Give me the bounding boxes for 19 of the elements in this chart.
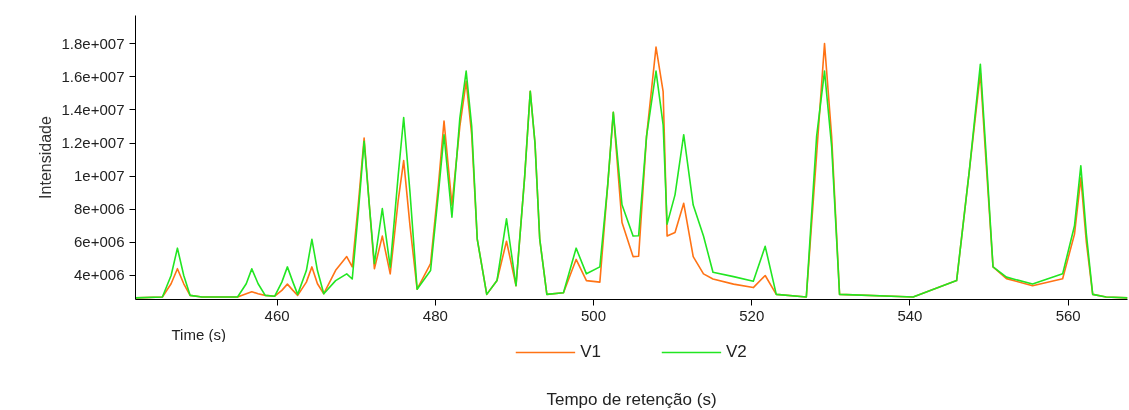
y-tick-label: 1.6e+007 bbox=[61, 67, 125, 85]
x-tick-label: 480 bbox=[422, 306, 448, 324]
legend-label: V1 bbox=[580, 342, 601, 362]
x-axis-title: Tempo de retenção (s) bbox=[546, 389, 717, 409]
y-tick-label: 1.8e+007 bbox=[61, 34, 125, 52]
y-tick-label: 1e+007 bbox=[74, 167, 125, 185]
y-tick-label: 4e+006 bbox=[74, 266, 125, 284]
x-tick-label: 560 bbox=[1055, 306, 1081, 324]
x-tick-label: 520 bbox=[739, 306, 765, 324]
y-tick-label: 1.2e+007 bbox=[61, 134, 125, 152]
x-tick-label: 460 bbox=[264, 306, 290, 324]
x-tick-label: 500 bbox=[581, 306, 607, 324]
x-tick-label: 540 bbox=[897, 306, 923, 324]
y-tick-label: 8e+006 bbox=[74, 200, 125, 218]
y-axis-title: Intensidade bbox=[36, 116, 54, 199]
legend-label: V2 bbox=[726, 342, 747, 362]
text: Time (s) bbox=[171, 325, 226, 343]
y-tick-label: 6e+006 bbox=[74, 233, 125, 251]
y-tick-label: 1.4e+007 bbox=[61, 100, 125, 118]
